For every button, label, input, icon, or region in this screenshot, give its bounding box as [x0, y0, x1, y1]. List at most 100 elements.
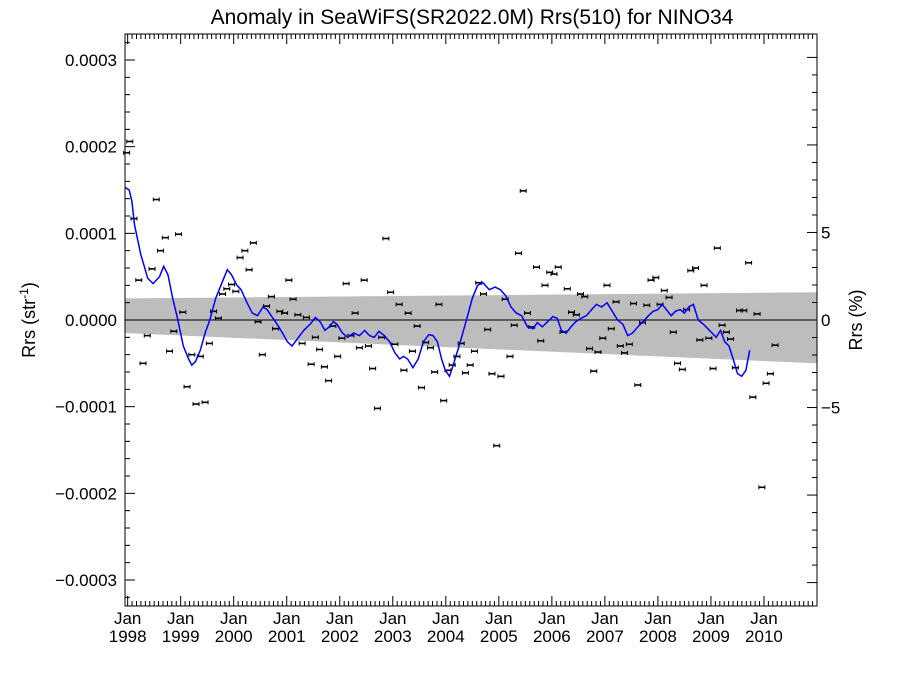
- data-point: [567, 310, 575, 315]
- data-point: [126, 139, 134, 144]
- data-point: [351, 311, 359, 316]
- data-point: [249, 240, 257, 245]
- data-point: [709, 366, 717, 371]
- y-axis-label-right: Rrs (%): [846, 290, 866, 351]
- data-point: [727, 337, 735, 342]
- data-point: [758, 485, 766, 490]
- x-tick-label-year: 2002: [321, 627, 359, 646]
- data-point: [400, 368, 408, 373]
- x-tick-label-month: Jan: [273, 609, 300, 628]
- x-tick-label-month: Jan: [644, 609, 671, 628]
- data-point: [652, 275, 660, 280]
- data-point: [692, 266, 700, 270]
- x-tick-label-month: Jan: [167, 609, 194, 628]
- data-point: [143, 333, 151, 338]
- trend-line: [124, 186, 751, 378]
- data-point: [294, 312, 302, 317]
- data-point: [135, 278, 143, 283]
- data-point: [205, 341, 213, 346]
- x-tick-label-month: Jan: [485, 609, 512, 628]
- data-point: [285, 278, 293, 283]
- data-point: [510, 323, 518, 328]
- data-point: [740, 308, 748, 313]
- x-tick-label-month: Jan: [697, 609, 724, 628]
- data-point: [572, 312, 580, 317]
- data-point: [192, 402, 200, 407]
- data-point: [687, 268, 695, 273]
- data-point: [236, 255, 244, 260]
- y-tick-label: 0.0000: [65, 311, 117, 330]
- data-point: [404, 311, 412, 316]
- data-point: [387, 290, 395, 295]
- data-point: [713, 246, 721, 251]
- y-axis-right: 5 0 −5: [807, 56, 840, 584]
- data-point: [426, 345, 434, 350]
- data-point: [320, 364, 328, 369]
- data-point: [554, 265, 562, 270]
- x-tick-label-year: 2010: [745, 627, 783, 646]
- x-tick-label-month: Jan: [379, 609, 406, 628]
- data-point: [152, 197, 160, 202]
- data-point: [612, 299, 620, 304]
- data-point: [700, 283, 708, 288]
- data-point: [581, 294, 589, 299]
- data-point: [201, 400, 209, 405]
- data-point: [360, 278, 368, 283]
- data-point: [705, 336, 713, 341]
- data-point: [621, 350, 629, 355]
- data-point: [674, 361, 682, 366]
- data-point: [440, 398, 448, 403]
- data-point: [616, 344, 624, 348]
- y-tick-label: 0.0003: [65, 51, 117, 70]
- data-point: [537, 338, 545, 343]
- x-tick-label-month: Jan: [432, 609, 459, 628]
- data-point: [435, 302, 443, 307]
- data-point: [417, 385, 425, 390]
- x-tick-label-year: 2001: [268, 627, 306, 646]
- y-axis-label-left-main: Rrs (str: [19, 299, 39, 358]
- data-point: [382, 236, 390, 241]
- y-axis-left: 0.0003 0.0002 0.0001 0.0000 −0.0001 −0.0002 −0…: [55, 42, 135, 598]
- x-tick-label-month: Jan: [326, 609, 353, 628]
- data-point: [660, 288, 668, 293]
- data-point: [484, 327, 492, 332]
- x-tick-label-year: 2004: [427, 627, 465, 646]
- data-point: [453, 354, 461, 359]
- data-point: [431, 370, 439, 374]
- data-point: [311, 335, 319, 340]
- data-point: [289, 297, 297, 302]
- x-tick-label-year: 2005: [480, 627, 518, 646]
- y-axis-label-left-sup: -1: [17, 288, 31, 299]
- data-point: [413, 324, 421, 329]
- data-point: [563, 286, 571, 291]
- data-point: [157, 248, 165, 253]
- x-tick-label-year: 1999: [162, 627, 200, 646]
- x-tick-label-month: Jan: [538, 609, 565, 628]
- x-tick-label-month: Jan: [591, 609, 618, 628]
- data-point: [183, 384, 191, 389]
- data-point: [179, 310, 187, 315]
- right-tick-label: −5: [821, 399, 840, 418]
- data-point: [745, 260, 753, 265]
- data-point: [254, 319, 262, 324]
- data-point: [771, 343, 779, 348]
- data-point: [647, 278, 655, 283]
- data-point: [325, 378, 333, 383]
- data-point: [577, 292, 585, 296]
- data-point: [523, 311, 531, 316]
- data-point: [586, 346, 594, 351]
- data-point: [123, 150, 131, 155]
- x-tick-label-year: 2006: [533, 627, 571, 646]
- data-point: [488, 371, 496, 376]
- data-point: [214, 316, 222, 321]
- data-point: [718, 323, 726, 328]
- data-point: [302, 315, 310, 320]
- right-tick-label: 0: [821, 311, 830, 330]
- data-point: [161, 235, 169, 240]
- data-point: [175, 232, 183, 237]
- y-tick-label: 0.0001: [65, 224, 117, 243]
- y-tick-label: −0.0002: [55, 484, 117, 503]
- y-tick-label: 0.0002: [65, 138, 117, 157]
- data-point: [245, 267, 253, 272]
- data-point: [219, 292, 227, 296]
